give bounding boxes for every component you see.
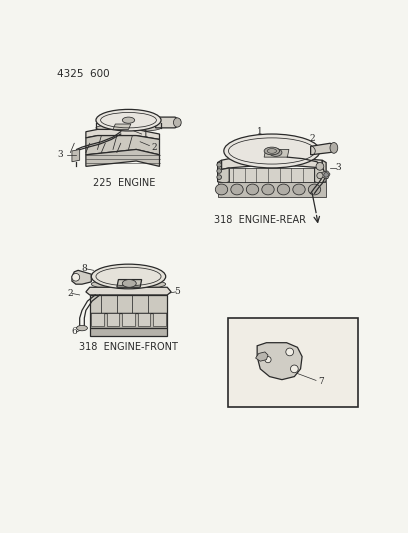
Circle shape [217, 163, 222, 167]
Ellipse shape [293, 184, 305, 195]
Ellipse shape [270, 149, 282, 156]
Ellipse shape [96, 124, 161, 132]
Polygon shape [217, 160, 229, 183]
Polygon shape [86, 135, 160, 155]
Polygon shape [155, 117, 180, 128]
Polygon shape [86, 149, 160, 166]
Text: 3: 3 [58, 150, 63, 159]
Text: 2: 2 [68, 289, 73, 298]
Ellipse shape [224, 134, 320, 168]
Polygon shape [217, 182, 326, 197]
Polygon shape [229, 168, 315, 182]
Ellipse shape [91, 279, 166, 289]
Ellipse shape [231, 184, 243, 195]
Polygon shape [310, 143, 335, 155]
Ellipse shape [173, 118, 181, 127]
Ellipse shape [264, 147, 279, 155]
Circle shape [217, 175, 222, 180]
Text: 1: 1 [257, 127, 263, 136]
Ellipse shape [91, 264, 166, 289]
Ellipse shape [262, 184, 274, 195]
Text: 4: 4 [129, 268, 135, 276]
Text: 4325  600: 4325 600 [57, 69, 110, 79]
Ellipse shape [330, 142, 338, 154]
Text: 225  ENGINE: 225 ENGINE [93, 179, 156, 188]
Bar [228, 318, 358, 407]
Text: 2: 2 [309, 134, 315, 143]
Polygon shape [315, 160, 326, 183]
Circle shape [265, 357, 271, 363]
Circle shape [286, 348, 294, 356]
Text: 1: 1 [143, 130, 149, 139]
Circle shape [290, 365, 298, 373]
Polygon shape [153, 313, 166, 326]
Ellipse shape [77, 325, 87, 331]
Polygon shape [107, 313, 119, 326]
Ellipse shape [96, 109, 161, 131]
Polygon shape [113, 124, 131, 130]
Polygon shape [122, 313, 135, 326]
Polygon shape [257, 343, 302, 379]
Polygon shape [72, 149, 80, 161]
Polygon shape [138, 313, 150, 326]
Polygon shape [91, 313, 104, 326]
Polygon shape [255, 352, 268, 361]
Ellipse shape [277, 184, 290, 195]
Polygon shape [322, 171, 330, 179]
Text: 318  ENGINE-REAR: 318 ENGINE-REAR [214, 215, 306, 225]
Circle shape [72, 273, 80, 281]
Ellipse shape [122, 117, 135, 123]
Text: 6: 6 [71, 327, 77, 336]
Polygon shape [90, 328, 167, 336]
Polygon shape [86, 287, 171, 295]
Text: 2: 2 [151, 143, 157, 151]
Polygon shape [72, 270, 91, 284]
Circle shape [316, 163, 324, 170]
Ellipse shape [308, 184, 321, 195]
Text: 318  ENGINE-FRONT: 318 ENGINE-FRONT [79, 342, 178, 352]
Polygon shape [86, 130, 160, 140]
Text: 3: 3 [335, 164, 341, 172]
Circle shape [324, 173, 328, 177]
Ellipse shape [215, 184, 228, 195]
Ellipse shape [122, 280, 136, 287]
Text: 7: 7 [318, 377, 324, 386]
Text: 5: 5 [174, 287, 180, 296]
Text: 8: 8 [82, 264, 87, 273]
Polygon shape [264, 149, 289, 157]
Polygon shape [222, 157, 322, 169]
Polygon shape [90, 313, 167, 328]
Ellipse shape [246, 184, 259, 195]
Polygon shape [117, 280, 142, 287]
Circle shape [317, 173, 323, 179]
Polygon shape [90, 295, 167, 313]
Circle shape [217, 168, 222, 173]
